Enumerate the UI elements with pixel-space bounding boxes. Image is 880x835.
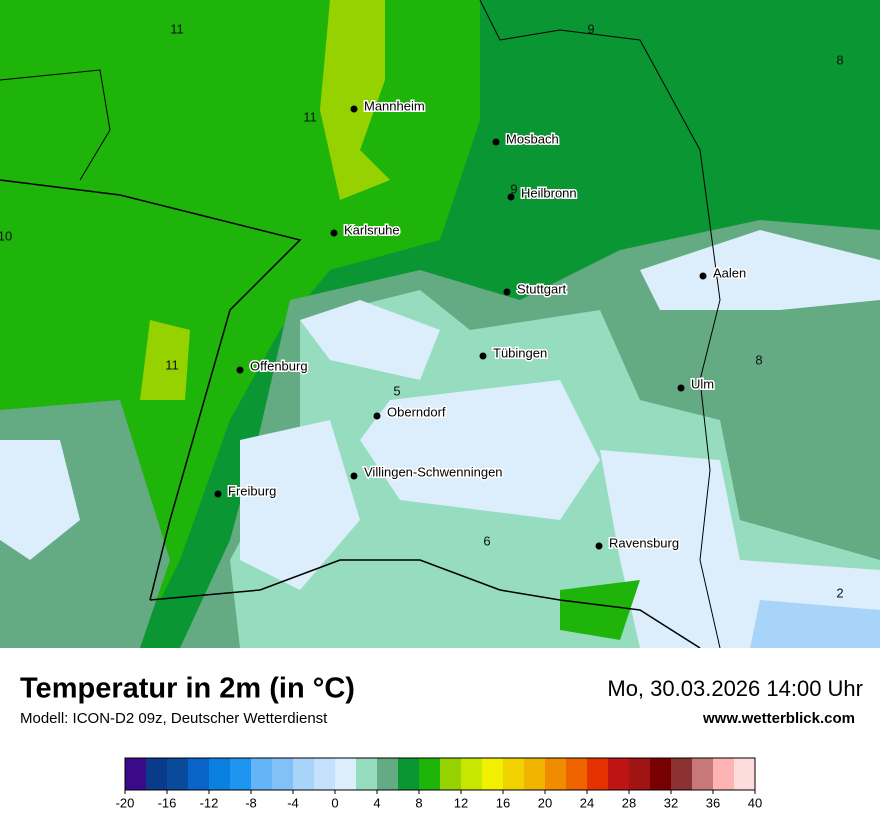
colorbar-swatch — [335, 758, 356, 790]
colorbar-swatch — [293, 758, 314, 790]
contour-label: 9 — [587, 21, 594, 36]
title: Temperatur in 2m (in °C) — [20, 673, 355, 705]
colorbar-swatch — [419, 758, 440, 790]
colorbar-swatch — [461, 758, 482, 790]
city-label: Mannheim — [364, 98, 425, 113]
colorbar-swatch — [398, 758, 419, 790]
colorbar-tick-label: 32 — [664, 795, 678, 810]
city-dot — [479, 352, 487, 360]
colorbar-tick-label: 40 — [748, 795, 762, 810]
colorbar-tick-label: 24 — [580, 795, 594, 810]
contour-label: 8 — [755, 352, 762, 367]
city-label: Stuttgart — [517, 281, 567, 296]
colorbar-swatch — [314, 758, 335, 790]
colorbar-swatch — [524, 758, 545, 790]
city-label: Tübingen — [493, 345, 547, 360]
colorbar-swatch — [167, 758, 188, 790]
colorbar-swatch — [377, 758, 398, 790]
city-dot — [330, 229, 338, 237]
colorbar-tick-label: -20 — [116, 795, 135, 810]
city-labels: Mannheim Mosbach Heilbronn Karlsruhe Stu… — [214, 97, 748, 552]
colorbar-swatch — [440, 758, 461, 790]
colorbar-swatch — [356, 758, 377, 790]
colorbar-tick-label: 8 — [415, 795, 422, 810]
city-label: Ulm — [691, 376, 714, 391]
colorbar-tick-label: 28 — [622, 795, 636, 810]
contour-label: 5 — [393, 383, 400, 398]
contour-label: 10 — [0, 228, 12, 243]
contour-labels: 11 9 8 11 9 10 11 8 5 6 2 — [0, 21, 844, 600]
contour-label: 11 — [303, 109, 317, 124]
city-dot — [373, 412, 381, 420]
city-dot — [492, 138, 500, 146]
colorbar-tick-label: -8 — [245, 795, 257, 810]
colorbar-swatch — [734, 758, 755, 790]
colorbar-swatch — [713, 758, 734, 790]
colorbar-swatch — [251, 758, 272, 790]
colorbar-swatch — [230, 758, 251, 790]
city-label: Karlsruhe — [344, 222, 400, 237]
city-label: Heilbronn — [521, 185, 577, 200]
colorbar-swatch — [608, 758, 629, 790]
colorbar-swatch — [545, 758, 566, 790]
city-label: Villingen-Schwenningen — [364, 464, 503, 479]
colorbar-swatch — [650, 758, 671, 790]
colorbar-swatch — [629, 758, 650, 790]
map — [0, 0, 880, 649]
website: www.wetterblick.com — [702, 710, 855, 727]
colorbar-tick-label: 20 — [538, 795, 552, 810]
city-dot — [214, 490, 222, 498]
contour-label: 11 — [165, 357, 179, 372]
city-dot — [595, 542, 603, 550]
city-label: Mosbach — [506, 131, 559, 146]
city-dot — [236, 366, 244, 374]
colorbar-tick-label: 36 — [706, 795, 720, 810]
city-dot — [350, 105, 358, 113]
colorbar-swatch — [566, 758, 587, 790]
city-label: Freiburg — [228, 483, 276, 498]
colorbar-swatch — [503, 758, 524, 790]
city-label: Aalen — [713, 265, 746, 280]
contour-label: 6 — [483, 533, 490, 548]
colorbar-swatch — [272, 758, 293, 790]
colorbar-tick-label: 4 — [373, 795, 380, 810]
city-dot — [503, 288, 511, 296]
subtitle: Modell: ICON-D2 09z, Deutscher Wetterdie… — [20, 710, 328, 727]
colorbar-tick-label: 16 — [496, 795, 510, 810]
city-label: Offenburg — [250, 358, 308, 373]
colorbar: -20 -16 -12 -8 -4 0 4 8 12 16 20 24 28 32 36 40 — [116, 757, 762, 810]
city-dot — [699, 272, 707, 280]
colorbar-tick-label: -4 — [287, 795, 299, 810]
datetime: Mo, 30.03.2026 14:00 Uhr — [607, 676, 863, 701]
colorbar-tick-label: -12 — [200, 795, 219, 810]
colorbar-swatch — [146, 758, 167, 790]
colorbar-tick-label: 0 — [331, 795, 338, 810]
colorbar-swatch — [671, 758, 692, 790]
contour-label: 2 — [836, 585, 843, 600]
colorbar-swatch — [692, 758, 713, 790]
contour-label: 11 — [170, 21, 184, 36]
city-label: Oberndorf — [387, 404, 446, 419]
colorbar-swatch — [188, 758, 209, 790]
colorbar-swatch — [209, 758, 230, 790]
colorbar-frame — [124, 757, 756, 791]
contour-label: 9 — [510, 181, 517, 196]
contour-label: 8 — [836, 52, 843, 67]
colorbar-tick-label: 12 — [454, 795, 468, 810]
colorbar-tick-label: -16 — [158, 795, 177, 810]
city-label: Ravensburg — [609, 535, 679, 550]
colorbar-swatch — [125, 758, 146, 790]
city-dot — [677, 384, 685, 392]
city-dot — [507, 193, 515, 201]
colorbar-swatch — [482, 758, 503, 790]
city-dot — [350, 472, 358, 480]
colorbar-swatch — [587, 758, 608, 790]
